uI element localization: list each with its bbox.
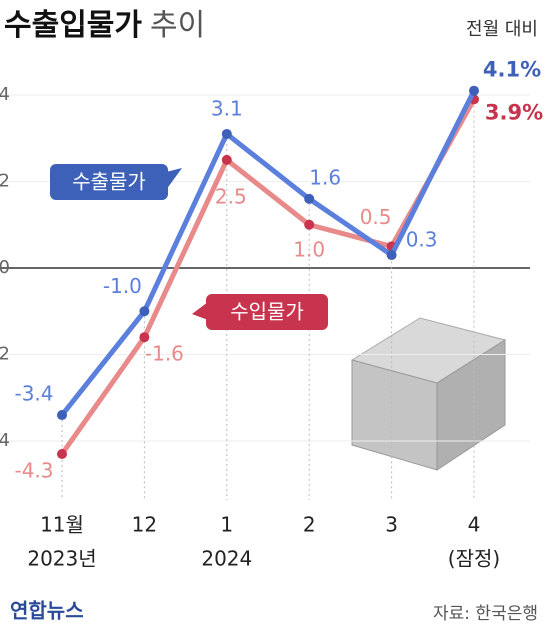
y-tick-label: -2 [0,344,10,365]
point [221,154,232,165]
x-tick-label: 4 [468,513,481,537]
value-label: 0.5 [360,205,392,229]
title-suffix: 추이 [150,8,205,43]
container-illustration [350,317,507,471]
x-sublabel: (잠정) [448,547,500,571]
value-label: -3.4 [14,382,53,406]
value-label: 3.9% [485,100,543,124]
x-tick-label: 12 [132,513,157,537]
point [57,410,67,421]
value-label: 4.1% [483,58,541,82]
y-tick-label: 0 [0,257,10,278]
x-tick-label: 3 [385,513,398,537]
x-sublabel: 2024 [201,547,252,571]
point [304,219,315,230]
series-line [59,98,477,456]
y-tick-label: 2 [0,171,10,192]
value-label: 0.3 [406,228,438,252]
y-tick-label: 4 [0,84,10,105]
value-label: 1.6 [309,165,341,189]
point [139,306,150,317]
x-sublabel: 2023년 [27,547,96,571]
point [469,85,479,96]
title-main: 수출입물가 [4,8,142,43]
x-tick-label: 1 [220,513,233,537]
logo: 연합뉴스 [10,599,84,623]
value-label: -1.6 [145,342,184,366]
point [139,332,150,343]
x-tick-label: 2 [303,513,316,537]
legend-box [50,164,168,200]
value-label: 3.1 [211,96,243,120]
legend-pointer [192,302,208,320]
value-label: 1.0 [293,237,325,261]
legend-label: 수출물가 [72,170,146,194]
value-label: -4.3 [14,458,53,482]
point [304,193,315,204]
value-label: -1.0 [103,274,142,298]
point [57,448,67,459]
value-label: 2.5 [215,184,247,208]
legend-pointer [166,168,182,190]
source: 자료: 한국은행 [433,604,538,624]
legend-label: 수입물가 [230,300,304,324]
series-line [60,89,477,417]
x-tick-label: 11월 [40,513,84,537]
subtitle: 전월 대비 [466,19,538,40]
chart-title: 수출입물가 추이 [4,8,205,43]
point [221,128,232,139]
legend-box [206,294,328,330]
point [386,250,397,261]
y-tick-label: -4 [0,430,10,451]
